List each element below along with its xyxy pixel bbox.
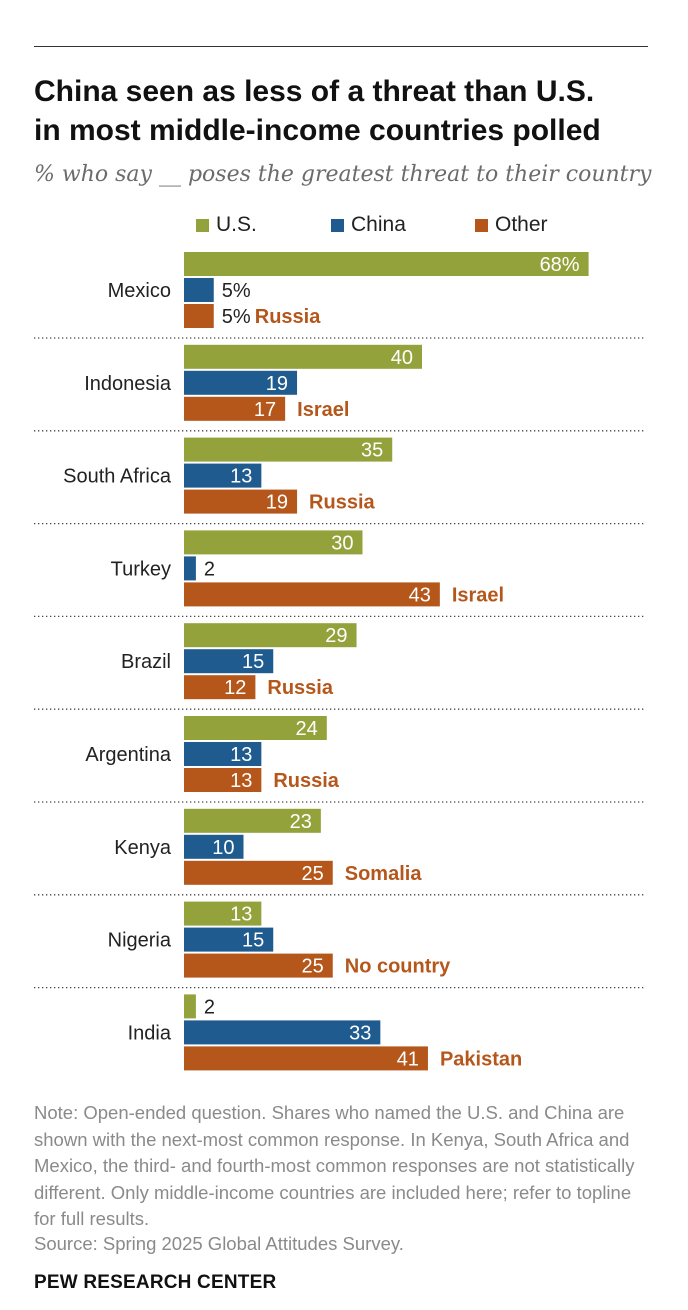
value-label-us-argentina: 24 xyxy=(296,718,318,740)
other-country-label-argentina: Russia xyxy=(273,770,339,792)
bar-other-india xyxy=(184,1046,428,1071)
value-label-us-south-africa: 35 xyxy=(361,440,383,462)
chart-source: Source: Spring 2025 Global Attitudes Sur… xyxy=(34,1233,404,1254)
value-label-other-india: 41 xyxy=(397,1048,419,1070)
legend-label-china: China xyxy=(351,213,406,236)
category-label-indonesia: Indonesia xyxy=(84,373,172,395)
title-line-1: China seen as less of a threat than U.S. xyxy=(34,75,595,108)
category-label-kenya: Kenya xyxy=(114,837,172,859)
value-label-china-nigeria: 15 xyxy=(242,930,264,952)
bar-us-turkey xyxy=(184,530,363,555)
value-label-other-argentina: 13 xyxy=(230,770,252,792)
value-label-china-turkey: 2 xyxy=(204,558,215,580)
bar-china-nigeria xyxy=(184,927,274,952)
chart-note: Note: Open-ended question. Shares who na… xyxy=(34,1102,635,1229)
bar-other-kenya xyxy=(184,860,333,885)
category-label-india: India xyxy=(128,1022,172,1044)
bar-other-turkey xyxy=(184,582,440,607)
bar-china-mexico xyxy=(184,278,214,302)
category-label-argentina: Argentina xyxy=(85,744,171,766)
value-label-china-kenya: 10 xyxy=(212,837,234,859)
value-label-us-indonesia: 40 xyxy=(391,347,413,369)
category-label-south-africa: South Africa xyxy=(63,466,172,488)
other-country-label-turkey: Israel xyxy=(452,584,504,606)
bar-other-indonesia xyxy=(184,396,286,421)
value-label-other-kenya: 25 xyxy=(302,863,324,885)
value-label-other-brazil: 12 xyxy=(224,677,246,699)
other-country-label-indonesia: Israel xyxy=(297,399,349,421)
bar-china-turkey xyxy=(184,556,196,581)
other-country-label-south-africa: Russia xyxy=(309,492,375,514)
branding-pew: PEW RESEARCH CENTER xyxy=(34,1272,277,1293)
bar-us-nigeria xyxy=(184,901,262,926)
chart-title: China seen as less of a threat than U.S.… xyxy=(34,72,664,150)
bar-other-argentina xyxy=(184,768,262,792)
value-label-us-turkey: 30 xyxy=(331,532,353,554)
value-label-china-mexico: 5% xyxy=(222,280,251,302)
value-label-other-south-africa: 19 xyxy=(266,492,288,514)
value-label-china-india: 33 xyxy=(349,1022,371,1044)
bar-china-argentina xyxy=(184,742,262,766)
bar-us-mexico xyxy=(184,252,589,276)
value-label-us-india: 2 xyxy=(204,996,215,1018)
legend-label-us: U.S. xyxy=(216,213,257,236)
bar-other-brazil xyxy=(184,675,256,700)
bar-china-south-africa xyxy=(184,463,262,488)
chart-subtitle: % who say __ poses the greatest threat t… xyxy=(34,162,652,187)
value-label-other-mexico: 5% xyxy=(222,306,251,328)
value-label-china-indonesia: 19 xyxy=(266,373,288,395)
bar-other-nigeria xyxy=(184,953,333,978)
category-label-mexico: Mexico xyxy=(108,280,171,302)
legend-swatch-china xyxy=(331,219,344,232)
other-country-label-nigeria: No country xyxy=(345,956,451,978)
bar-us-kenya xyxy=(184,808,321,833)
category-label-turkey: Turkey xyxy=(111,558,171,580)
bar-china-brazil xyxy=(184,649,274,674)
legend-swatch-other xyxy=(475,219,488,232)
title-line-2: in most middle-income countries polled xyxy=(34,114,601,147)
other-country-label-kenya: Somalia xyxy=(345,863,423,885)
bar-us-indonesia xyxy=(184,344,422,369)
value-label-china-argentina: 13 xyxy=(230,744,252,766)
bar-china-kenya xyxy=(184,834,244,859)
legend-swatch-us xyxy=(196,219,209,232)
bar-china-india xyxy=(184,1020,381,1045)
other-country-label-mexico: Russia xyxy=(255,306,321,328)
value-label-us-mexico: 68% xyxy=(540,254,580,276)
other-country-label-brazil: Russia xyxy=(267,677,333,699)
bar-china-indonesia xyxy=(184,370,298,395)
category-label-nigeria: Nigeria xyxy=(108,930,172,952)
bar-us-brazil xyxy=(184,623,357,648)
value-label-us-nigeria: 13 xyxy=(230,904,252,926)
value-label-china-brazil: 15 xyxy=(242,651,264,673)
value-label-us-kenya: 23 xyxy=(290,811,312,833)
value-label-other-indonesia: 17 xyxy=(254,399,276,421)
legend-label-other: Other xyxy=(495,213,548,236)
bar-us-argentina xyxy=(184,716,327,740)
value-label-china-south-africa: 13 xyxy=(230,466,252,488)
bar-us-india xyxy=(184,994,196,1019)
top-rule xyxy=(34,46,648,47)
other-country-label-india: Pakistan xyxy=(440,1048,522,1070)
bar-other-south-africa xyxy=(184,489,298,514)
value-label-other-turkey: 43 xyxy=(409,584,431,606)
value-label-other-nigeria: 25 xyxy=(302,956,324,978)
category-label-brazil: Brazil xyxy=(121,651,171,673)
value-label-us-brazil: 29 xyxy=(325,625,347,647)
bar-us-south-africa xyxy=(184,437,393,462)
bar-other-mexico xyxy=(184,304,214,328)
